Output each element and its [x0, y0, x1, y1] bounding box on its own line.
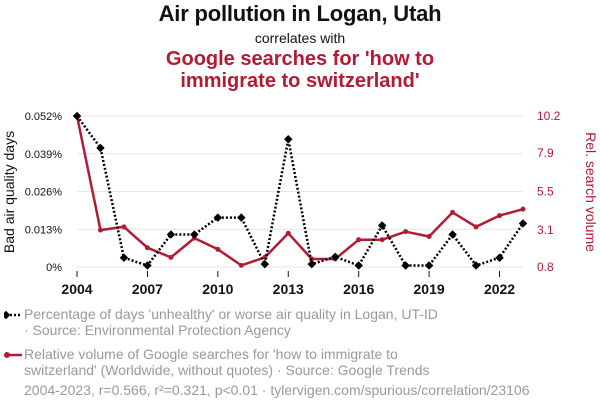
data-point: [260, 259, 270, 269]
legend-swatch-search-volume: [4, 352, 22, 358]
data-point: [495, 253, 504, 262]
data-point: [237, 213, 246, 222]
left-tick-label: 0.039%: [25, 149, 63, 161]
right-tick-label: 3.1: [537, 223, 554, 237]
legend-swatch-air-quality: [4, 310, 22, 320]
data-point: [72, 111, 82, 121]
x-tick-label: 2010: [202, 281, 233, 297]
data-point: [284, 134, 293, 144]
chart-plot: 0% 0.013% 0.026% 0.039% 0.052% 0.8 3.1 5.5 7.9 1…: [1, 109, 599, 297]
left-tick-label: 0.013%: [25, 224, 63, 236]
footer-note: 2004-2023, r=0.566, r²=0.321, p<0.01 · t…: [24, 382, 530, 398]
left-axis-label: Bad air quality days: [1, 131, 17, 253]
x-tick-label: 2007: [132, 281, 163, 297]
left-tick-label: 0.026%: [25, 187, 63, 199]
legend-text-line: Relative volume of Google searches for '…: [24, 346, 398, 362]
left-tick-label: 0%: [46, 262, 62, 274]
data-point: [377, 221, 387, 230]
data-point: [215, 246, 221, 252]
data-point: [403, 229, 409, 235]
series-air-quality: [72, 111, 528, 270]
grid-lines: [77, 115, 523, 268]
data-point: [450, 209, 456, 215]
right-axis-label: Rel. search volume: [583, 132, 599, 252]
chart-subtitle: correlates with: [254, 30, 346, 46]
series-line: [75, 115, 524, 267]
data-point: [471, 261, 481, 270]
x-tick-label: 2016: [343, 281, 374, 297]
legend-text-line: · Source: Environmental Protection Agenc…: [24, 322, 291, 338]
data-point: [190, 230, 199, 239]
chart-title-2-line: Google searches for 'how to: [165, 48, 435, 70]
data-point: [238, 262, 244, 268]
data-point: [144, 245, 150, 251]
data-point: [448, 230, 457, 239]
series-search-volume: [74, 113, 526, 268]
data-point: [520, 206, 526, 212]
right-axis-ticks: 0.8 3.1 5.5 7.9 10.2: [537, 109, 561, 274]
data-point: [121, 224, 127, 230]
data-point: [497, 213, 503, 219]
x-axis-ticks: 2004 2007 2010 2013 2016 2019 2022: [61, 271, 515, 297]
x-tick-label: 2022: [484, 281, 515, 297]
data-point: [307, 259, 316, 269]
data-point: [213, 213, 223, 222]
left-tick-label: 0.052%: [25, 111, 63, 123]
data-point: [143, 261, 152, 270]
data-point: [168, 254, 174, 260]
data-point: [426, 233, 432, 239]
data-point: [96, 143, 105, 153]
data-point: [424, 261, 434, 270]
data-point: [473, 224, 479, 230]
right-tick-label: 7.9: [537, 146, 554, 160]
chart-title: Air pollution in Logan, Utah: [158, 1, 442, 26]
data-point: [518, 219, 528, 228]
data-point: [285, 230, 291, 236]
left-axis-ticks: 0% 0.013% 0.026% 0.039% 0.052%: [25, 111, 63, 274]
data-point: [401, 261, 410, 270]
data-point: [356, 237, 362, 243]
right-tick-label: 0.8: [537, 260, 554, 274]
data-point: [379, 237, 385, 243]
chart-title-2-line: immigrate to switzerland': [180, 70, 420, 92]
chart-title-2: Google searches for 'how to immigrate to…: [0, 48, 600, 92]
data-point: [97, 227, 103, 233]
legend-text-line: switzerland' (Worldwide, without quotes)…: [24, 362, 430, 378]
legend-text-line: Percentage of days 'unhealthy' or worse …: [24, 306, 438, 322]
data-point: [354, 261, 363, 270]
right-tick-label: 10.2: [537, 109, 561, 123]
x-tick-label: 2013: [273, 281, 304, 297]
x-tick-label: 2019: [414, 281, 445, 297]
x-tick-label: 2004: [61, 281, 92, 297]
data-point: [166, 230, 176, 239]
right-tick-label: 5.5: [537, 185, 554, 199]
data-point: [119, 253, 129, 262]
